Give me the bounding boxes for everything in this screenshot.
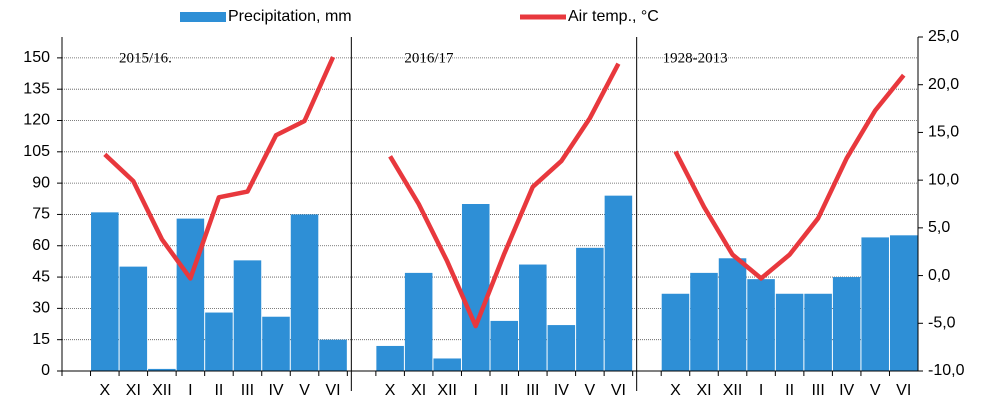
x-tick-label: XI [696, 382, 711, 399]
x-tick-label: XI [411, 382, 426, 399]
x-tick-label: V [585, 382, 596, 399]
y-tick-label: 150 [23, 49, 50, 66]
y-tick-label: 15 [32, 331, 50, 348]
bar [804, 293, 832, 371]
bar [233, 260, 262, 371]
x-tick-label: VI [611, 382, 626, 399]
y2-tick-label: 15,0 [928, 124, 959, 141]
bar [148, 368, 176, 371]
bar [205, 312, 233, 371]
bar [490, 320, 519, 371]
bar [690, 272, 718, 371]
bar [718, 258, 747, 371]
panel-label: 2015/16. [119, 50, 172, 66]
x-tick-label: XI [126, 382, 141, 399]
panel-label: 1928-2013 [663, 50, 728, 66]
bar [319, 339, 347, 371]
x-tick-label: I [759, 382, 763, 399]
y-tick-label: 120 [23, 112, 50, 129]
y-tick-label: 0 [41, 362, 50, 379]
x-tick-label: X [670, 382, 681, 399]
x-tick-label: VI [896, 382, 911, 399]
bar [376, 345, 404, 371]
bar [889, 235, 918, 371]
bar [747, 279, 775, 371]
x-tick-label: V [870, 382, 881, 399]
x-tick-label: III [241, 382, 254, 399]
y2-tick-label: -10,0 [928, 362, 965, 379]
x-tick-label: XII [152, 382, 172, 399]
bar [262, 316, 290, 371]
bar [547, 325, 576, 371]
x-tick-label: IV [554, 382, 569, 399]
x-tick-label: XII [723, 382, 743, 399]
y-tick-label: 75 [32, 206, 50, 223]
y-tick-label: 135 [23, 80, 50, 97]
bar [861, 237, 889, 371]
x-tick-label: IV [839, 382, 854, 399]
x-tick-label: VI [326, 382, 341, 399]
x-tick-label: X [99, 382, 110, 399]
y-tick-label: 30 [32, 300, 50, 317]
bar [775, 293, 804, 371]
x-tick-label: II [214, 382, 223, 399]
legend-swatch [180, 12, 226, 22]
bar [176, 218, 205, 371]
y2-tick-label: 25,0 [928, 28, 959, 45]
x-tick-label: V [299, 382, 310, 399]
x-tick-label: XII [437, 382, 457, 399]
y2-tick-label: 20,0 [928, 76, 959, 93]
x-tick-label: III [526, 382, 539, 399]
bar [604, 195, 633, 371]
x-tick-label: I [474, 382, 478, 399]
y-tick-label: 90 [32, 174, 50, 191]
y2-tick-label: -5,0 [928, 315, 956, 332]
legend-label: Precipitation, mm [228, 8, 352, 25]
y2-tick-label: 0,0 [928, 267, 950, 284]
legend-label: Air temp., °C [568, 8, 659, 25]
y-tick-label: 105 [23, 143, 50, 160]
bar [661, 293, 690, 371]
x-tick-label: IV [268, 382, 283, 399]
bar [461, 204, 490, 371]
y-tick-label: 45 [32, 268, 50, 285]
y2-tick-label: 5,0 [928, 219, 950, 236]
bar [119, 266, 148, 371]
x-tick-label: II [500, 382, 509, 399]
x-tick-label: X [385, 382, 396, 399]
panel-label: 2016/17 [404, 50, 454, 66]
bar [404, 272, 433, 371]
y-tick-label: 60 [32, 237, 50, 254]
temperature-line [103, 56, 906, 329]
bar [290, 214, 319, 371]
bar [433, 358, 461, 371]
bar [519, 264, 547, 371]
bar [576, 247, 604, 371]
bar [91, 212, 119, 371]
x-tick-label: II [785, 382, 794, 399]
y2-tick-label: 10,0 [928, 171, 959, 188]
bar [832, 277, 861, 371]
x-tick-label: I [188, 382, 192, 399]
x-tick-label: III [811, 382, 824, 399]
